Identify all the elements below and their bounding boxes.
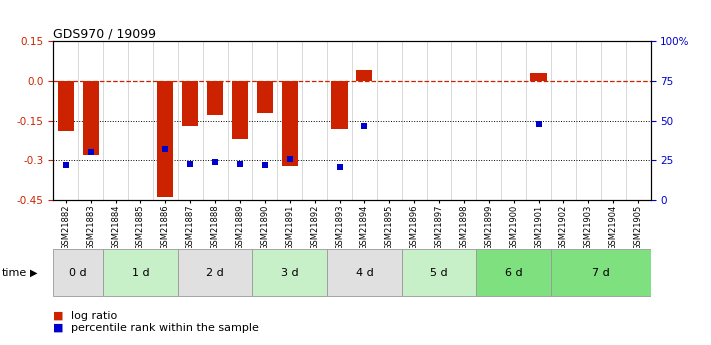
Bar [182, 81, 198, 126]
Bar [530, 73, 547, 81]
Text: GDS970 / 19099: GDS970 / 19099 [53, 27, 156, 40]
Bar [53, 249, 103, 296]
Text: 0 d: 0 d [70, 268, 87, 277]
Bar [476, 249, 551, 296]
Bar [327, 249, 402, 296]
Bar [331, 81, 348, 129]
Bar [58, 81, 74, 131]
Bar [178, 249, 252, 296]
Text: time: time [1, 268, 27, 277]
Bar [103, 249, 178, 296]
Bar [356, 70, 373, 81]
Bar [207, 81, 223, 116]
Text: percentile rank within the sample: percentile rank within the sample [71, 323, 259, 333]
Bar [282, 81, 298, 166]
Bar [82, 81, 99, 155]
Text: 7 d: 7 d [592, 268, 609, 277]
Text: 2 d: 2 d [206, 268, 224, 277]
Text: ■: ■ [53, 311, 64, 321]
Text: 3 d: 3 d [281, 268, 299, 277]
Bar [157, 81, 173, 197]
Bar [232, 81, 248, 139]
Text: 4 d: 4 d [356, 268, 373, 277]
Text: ■: ■ [53, 323, 64, 333]
Bar [402, 249, 476, 296]
Text: 5 d: 5 d [430, 268, 448, 277]
Bar [551, 249, 651, 296]
Bar [257, 81, 273, 113]
Text: 6 d: 6 d [505, 268, 523, 277]
Text: log ratio: log ratio [71, 311, 117, 321]
Bar [252, 249, 327, 296]
Text: ▶: ▶ [30, 268, 38, 277]
Text: 1 d: 1 d [132, 268, 149, 277]
